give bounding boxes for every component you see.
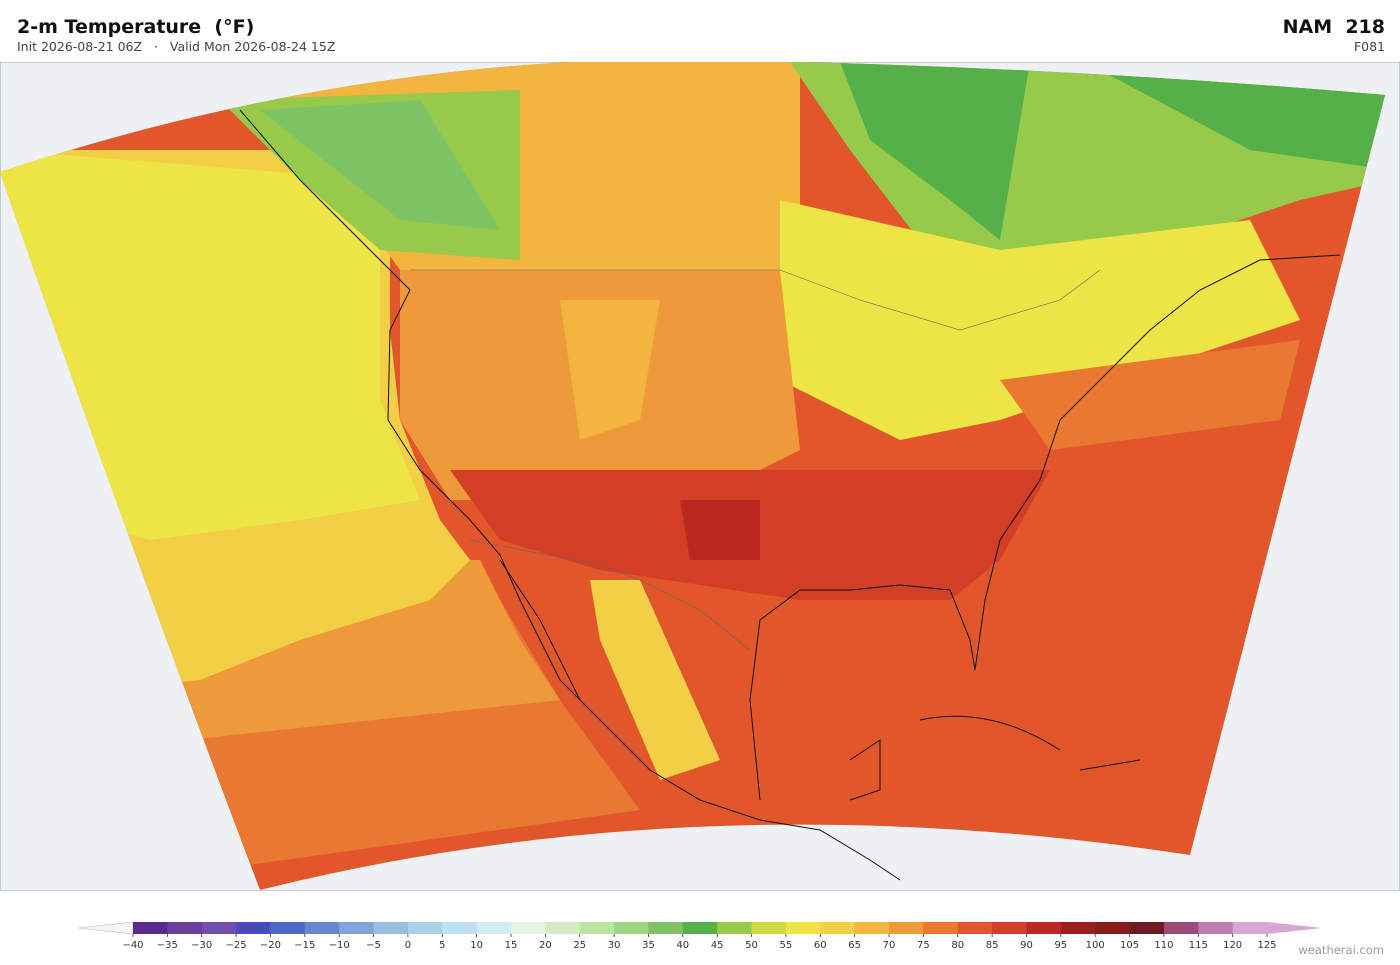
colorbar-tick-label: −20 <box>260 940 281 951</box>
colorbar-tick-label: 0 <box>405 940 411 951</box>
colorbar-tick-label: −30 <box>191 940 212 951</box>
colorbar-tick-label: 50 <box>745 940 758 951</box>
colorbar-swatch <box>442 922 478 934</box>
watermark: weatherai.com <box>1298 943 1384 957</box>
header: 2-m Temperature (°F) Init 2026-08-21 06Z… <box>0 0 1400 62</box>
colorbar-swatch <box>545 922 581 934</box>
init-time: Init 2026-08-21 06Z <box>17 39 143 54</box>
colorbar-tick-label: 105 <box>1120 940 1139 951</box>
colorbar-swatch <box>614 922 649 934</box>
colorbar-swatch <box>1026 922 1062 934</box>
colorbar-tick-label: 65 <box>848 940 861 951</box>
colorbar-swatch <box>407 922 443 934</box>
colorbar-swatch <box>579 922 615 934</box>
colorbar-swatch <box>339 922 375 934</box>
separator: · <box>153 39 158 54</box>
colorbar-tick-label: 110 <box>1154 940 1173 951</box>
colorbar-tick-label: −5 <box>366 940 381 951</box>
colorbar-tick-label: 55 <box>780 940 793 951</box>
colorbar-swatch <box>751 922 787 934</box>
model-name: NAM 218 <box>1282 16 1385 38</box>
colorbar-tick-label: 35 <box>642 940 655 951</box>
colorbar-swatch <box>854 922 890 934</box>
colorbar-tick-label: 75 <box>917 940 930 951</box>
colorbar-over <box>1267 922 1322 934</box>
colorbar-tick-label: 80 <box>951 940 964 951</box>
colorbar-swatch <box>1060 922 1096 934</box>
temperature-field <box>0 62 1385 891</box>
colorbar-tick-label: 10 <box>470 940 483 951</box>
colorbar-tick-label: 120 <box>1223 940 1242 951</box>
colorbar-tick-label: 100 <box>1086 940 1105 951</box>
colorbar-tick-label: −25 <box>226 940 247 951</box>
colorbar-tick-label: 5 <box>439 940 445 951</box>
colorbar-tick-label: 95 <box>1054 940 1067 951</box>
colorbar-swatch <box>923 922 959 934</box>
colorbar-swatch <box>992 922 1027 934</box>
colorbar-swatch <box>1198 922 1234 934</box>
colorbar-tick-label: −10 <box>329 940 350 951</box>
borders <box>410 269 1101 651</box>
title: 2-m Temperature (°F) <box>17 16 255 38</box>
colorbar-swatch <box>236 922 271 934</box>
colorbar-tick-label: 90 <box>1020 940 1033 951</box>
valid-time: Valid Mon 2026-08-24 15Z <box>169 39 336 54</box>
colorbar-tick-label: 85 <box>986 940 999 951</box>
colorbar-swatch <box>682 922 718 934</box>
colorbar-swatch <box>304 922 340 934</box>
colorbar-swatch <box>167 922 203 934</box>
colorbar-swatch <box>1232 922 1268 934</box>
coastlines <box>239 109 1341 881</box>
colorbar-tick-label: 70 <box>883 940 896 951</box>
colorbar-swatch <box>511 922 546 934</box>
colorbar-tick-label: −35 <box>157 940 178 951</box>
colorbar-tick-label: 25 <box>573 940 586 951</box>
colorbar-tick-label: 40 <box>676 940 689 951</box>
forecast-hour: F081 <box>1353 39 1385 54</box>
map <box>0 62 1400 891</box>
colorbar-tick-label: 45 <box>711 940 724 951</box>
colorbar-swatch <box>476 922 512 934</box>
colorbar-tick-label: 20 <box>539 940 552 951</box>
colorbar-tick-label: 60 <box>814 940 827 951</box>
colorbar-swatch <box>1163 922 1199 934</box>
colorbar-tick-label: 30 <box>608 940 621 951</box>
colorbar-swatch <box>373 922 409 934</box>
colorbar-tick-label: 115 <box>1189 940 1208 951</box>
colorbar-swatch <box>1129 922 1165 934</box>
colorbar-swatch <box>648 922 684 934</box>
colorbar-swatch <box>1095 922 1131 934</box>
subtitle: Init 2026-08-21 06Z · Valid Mon 2026-08-… <box>17 39 335 54</box>
colorbar-swatch <box>201 922 237 934</box>
colorbar-swatch <box>785 922 821 934</box>
colorbar-under <box>77 921 134 935</box>
colorbar-swatch <box>820 922 856 934</box>
colorbar-tick-label: −40 <box>122 940 143 951</box>
colorbar-swatch <box>270 922 306 934</box>
colorbar-tick-label: 125 <box>1257 940 1276 951</box>
colorbar-tick-label: −15 <box>294 940 315 951</box>
colorbar-swatch <box>133 922 168 934</box>
colorbar-swatch <box>889 922 924 934</box>
colorbar-tick-label: 15 <box>505 940 518 951</box>
colorbar-swatch <box>957 922 993 934</box>
colorbar-swatch <box>717 922 753 934</box>
colorbar: −40 −35 −30 −25 −20 −15 −10 −5 0 5 10 15 20 25 30 35 40 4… <box>77 921 1322 951</box>
